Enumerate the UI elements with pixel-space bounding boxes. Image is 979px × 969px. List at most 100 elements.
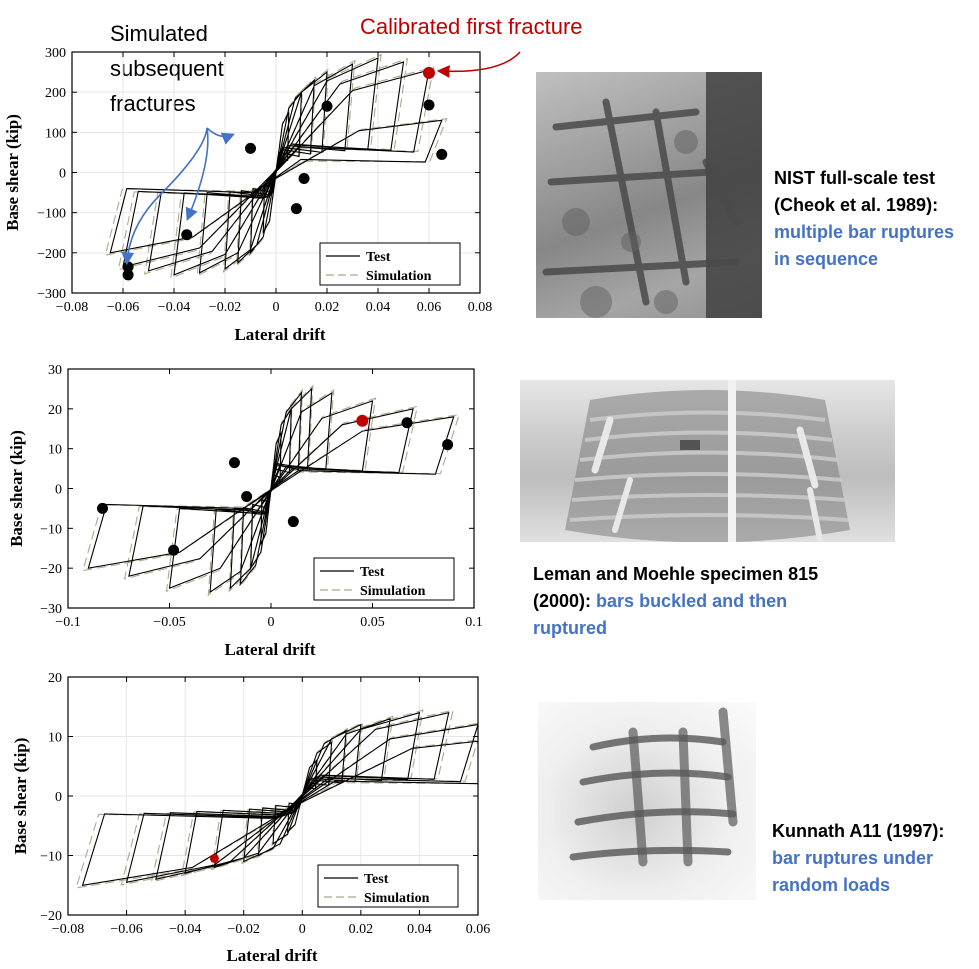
y-axis-label: Base shear (kip) [3,114,22,231]
y-tick-label: −10 [40,850,62,865]
caption-nist: NIST full-scale test (Cheok et al. 1989)… [774,165,974,273]
chart-kunnath: −0.08 −0.06 −0.04 −0.02 0 0.02 0.04 0.06 −20 −10 0… [11,671,490,965]
y-tick-label: −100 [37,207,66,222]
fracture-point [298,173,310,185]
x-tick-label: 0.02 [315,300,340,315]
plot-area: −0.1 −0.05 0 0.05 0.1 −30 −20 −10 0 10 20 30 Lateral… [7,363,483,659]
legend-test-label: Test [366,250,391,265]
legend-box [319,242,461,286]
x-tick-label: −0.02 [209,300,241,315]
x-tick-label: 0.08 [468,300,493,315]
caption-nist-plain: NIST full-scale test (Cheok et al. 1989)… [774,168,939,215]
y-tick-label: 200 [45,86,66,101]
x-axis-label: Lateral drift [234,325,325,344]
x-tick-label: 0.02 [349,922,374,937]
series-test [109,57,443,276]
x-tick-label: 0.05 [360,615,385,630]
x-tick-label: 0.1 [465,615,483,630]
fracture-point [287,516,299,528]
fracture-point [290,203,302,215]
first-fracture-point [423,66,435,79]
y-tick-label: −300 [37,287,66,302]
photo-kunnath-specimen [538,702,756,900]
x-tick-label: 0.04 [366,300,391,315]
fracture-point [423,99,435,111]
x-tick-label: −0.1 [55,615,80,630]
y-tick-label: 300 [45,46,66,61]
x-tick-label: −0.06 [107,300,139,315]
annotation-line-2: subsequent [110,56,224,81]
simulated-fractures-annotation: Simulated subsequent fractures [110,16,224,121]
fracture-point [181,229,193,241]
y-axis-label: Base shear (kip) [7,430,26,547]
y-tick-label: 0 [59,167,66,182]
legend-box [317,864,459,908]
fracture-point [401,417,413,429]
caption-kunnath-highlight: bar ruptures under random loads [772,848,934,895]
legend-simulation-label: Simulation [366,269,432,284]
x-tick-label: −0.02 [228,922,260,937]
annotation-line-1: Simulated [110,21,208,46]
x-tick-label: 0.06 [466,922,491,937]
chart-nist: −0.08 −0.06 −0.04 −0.02 0 0.02 0.04 0.06 0.08 −30… [3,46,492,344]
y-tick-label: 0 [55,790,62,805]
fracture-point [241,490,253,502]
y-tick-label: −20 [40,562,62,577]
x-tick-label: −0.04 [169,922,201,937]
chart-leman-moehle: −0.1 −0.05 0 0.05 0.1 −30 −20 −10 0 10 20 30 Lateral… [7,363,483,659]
photo-leman-moehle-specimen [520,380,895,542]
x-tick-label: −0.08 [56,300,88,315]
legend-simulation-label: Simulation [364,891,430,906]
x-tick-label: 0.06 [417,300,442,315]
annotation-line-3: fractures [110,91,196,116]
caption-leman-plain: Leman and Moehle specimen 815 (2000): [533,564,819,611]
x-axis-label: Lateral drift [224,640,315,659]
x-tick-label: 0 [299,922,306,937]
caption-leman-highlight: bars buckled and then ruptured [533,591,788,638]
y-tick-label: 20 [48,403,62,418]
first-fracture-point [209,853,219,863]
x-tick-label: −0.08 [52,922,84,937]
fracture-point [442,439,454,451]
y-tick-label: 10 [48,731,62,746]
y-tick-label: 30 [48,363,62,378]
legend-test-label: Test [360,565,385,580]
y-tick-label: 100 [45,126,66,141]
x-tick-label: −0.04 [158,300,190,315]
fracture-point [321,100,333,112]
y-tick-label: −10 [40,522,62,537]
fracture-point [245,142,256,154]
y-tick-label: 20 [48,671,62,686]
y-tick-label: −20 [40,909,62,924]
legend-box [313,557,455,601]
photo-nist-test [536,72,762,318]
plot-area: −0.08 −0.06 −0.04 −0.02 0 0.02 0.04 0.06 −20 −10 0… [11,671,491,965]
plot-area: −0.08 −0.06 −0.04 −0.02 0 0.02 0.04 0.06 0.08 −30… [3,46,492,344]
caption-kunnath: Kunnath A11 (1997): bar ruptures under r… [772,818,972,899]
y-tick-label: 0 [55,483,62,498]
legend-test-label: Test [364,872,389,887]
fracture-point [228,457,240,469]
legend-simulation-label: Simulation [360,584,426,599]
fracture-point [168,544,180,556]
y-tick-label: −30 [40,602,62,617]
caption-kunnath-plain: Kunnath A11 (1997): [772,821,945,841]
x-tick-label: −0.05 [153,615,185,630]
x-tick-label: 0 [273,300,280,315]
x-tick-label: 0.04 [407,922,432,937]
caption-leman-moehle: Leman and Moehle specimen 815 (2000): ba… [533,561,853,642]
calibrated-first-fracture-annotation: Calibrated first fracture [360,14,583,39]
fracture-point [436,148,448,160]
y-tick-label: −200 [37,247,66,262]
fracture-point [97,502,109,514]
y-axis-label: Base shear (kip) [11,738,30,855]
x-tick-label: −0.06 [110,922,142,937]
fracture-point [122,269,134,281]
x-tick-label: 0 [268,615,275,630]
x-axis-label: Lateral drift [226,946,317,965]
series-test [81,711,478,886]
y-tick-label: 10 [48,443,62,458]
caption-nist-highlight: multiple bar ruptures in sequence [774,222,955,269]
series-test [87,387,455,594]
first-fracture-point [356,414,369,427]
